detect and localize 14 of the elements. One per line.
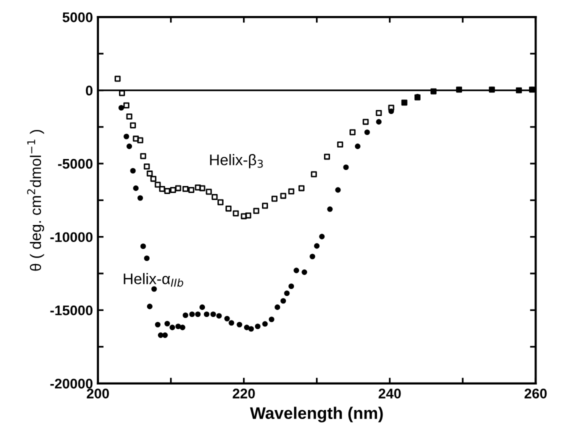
y-axis-title: θ ( deg. cm$^{2}$dmol$^{−1}$ ) — [27, 130, 44, 271]
y-tick-label: 0 — [86, 86, 92, 96]
y-tick-label: -10000 — [50, 232, 92, 242]
x-tick-label: 200 — [86, 388, 109, 398]
y-tick-label: 5000 — [62, 12, 92, 22]
y-tick-label: -20000 — [50, 378, 92, 389]
series-label: Helix-β$_{3}$ — [210, 154, 263, 168]
x-axis-title: Wavelength (nm) — [250, 406, 383, 422]
x-tick-label: 260 — [524, 388, 547, 398]
x-tick-label: 240 — [378, 388, 401, 398]
y-tick-label: -15000 — [50, 305, 92, 316]
y-tick-label: -5000 — [58, 158, 92, 169]
series-label: Helix-α$_{IIb}$ — [124, 273, 184, 287]
x-tick-label: 220 — [232, 388, 255, 398]
